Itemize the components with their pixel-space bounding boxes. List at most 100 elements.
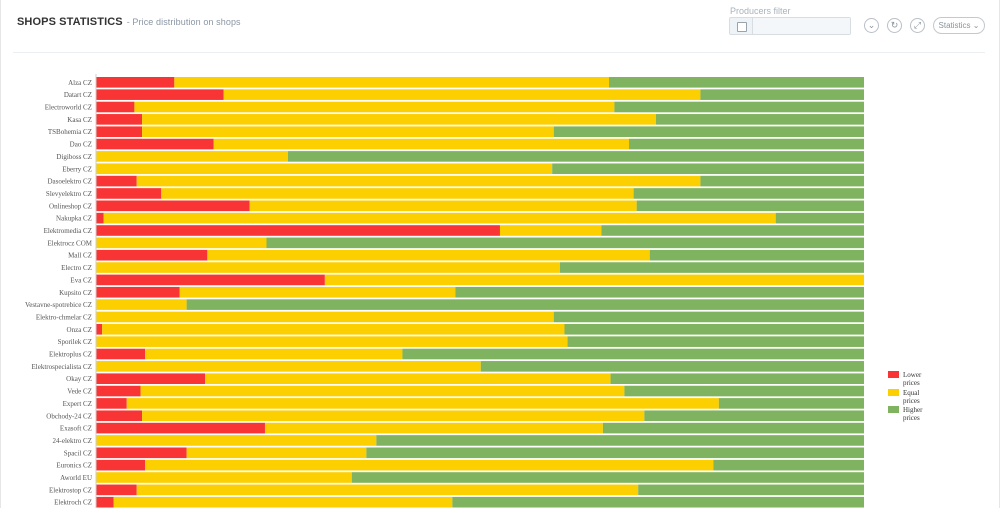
bar-segment-higher[interactable] xyxy=(718,398,864,409)
bar-segment-lower[interactable] xyxy=(96,274,325,286)
bar-segment-equal[interactable] xyxy=(96,311,554,323)
bar-segment-higher[interactable] xyxy=(351,472,864,483)
bar-segment-equal[interactable] xyxy=(499,225,602,236)
bar-segment-higher[interactable] xyxy=(567,336,864,347)
bar-segment-equal[interactable] xyxy=(142,126,554,137)
bar-segment-higher[interactable] xyxy=(700,175,864,187)
bar-segment-higher[interactable] xyxy=(601,225,864,236)
bar-segment-equal[interactable] xyxy=(103,212,776,224)
bar-segment-equal[interactable] xyxy=(324,274,864,286)
bar-segment-equal[interactable] xyxy=(145,348,403,360)
bar-segment-lower[interactable] xyxy=(96,422,265,434)
bar-segment-higher[interactable] xyxy=(624,385,864,397)
bar-segment-equal[interactable] xyxy=(142,114,656,125)
bar-segment-equal[interactable] xyxy=(134,101,615,113)
bar-segment-higher[interactable] xyxy=(266,237,865,249)
bar-segment-higher[interactable] xyxy=(553,311,864,323)
bar-segment-higher[interactable] xyxy=(602,422,864,434)
bar-segment-higher[interactable] xyxy=(480,361,864,372)
bar-segment-lower[interactable] xyxy=(96,484,137,496)
bar-segment-lower[interactable] xyxy=(96,175,137,187)
bar-segment-higher[interactable] xyxy=(628,138,864,150)
expand-button[interactable]: ⤢ xyxy=(910,18,925,33)
bar-segment-equal[interactable] xyxy=(96,472,352,483)
bar-segment-higher[interactable] xyxy=(636,200,864,212)
bar-segment-higher[interactable] xyxy=(559,262,864,273)
bar-segment-equal[interactable] xyxy=(96,435,377,446)
bar-segment-equal[interactable] xyxy=(96,361,481,372)
bar-segment-lower[interactable] xyxy=(96,249,208,261)
bar-segment-higher[interactable] xyxy=(376,435,864,446)
bar-segment-higher[interactable] xyxy=(452,496,864,508)
bar-segment-higher[interactable] xyxy=(186,299,864,310)
bar-segment-equal[interactable] xyxy=(102,324,565,335)
bar-segment-equal[interactable] xyxy=(205,373,611,384)
bar-segment-higher[interactable] xyxy=(614,101,864,113)
bar-segment-lower[interactable] xyxy=(96,324,103,335)
bar-segment-lower[interactable] xyxy=(96,101,135,113)
collapse-button[interactable]: ⌄ xyxy=(864,18,879,33)
bar-segment-lower[interactable] xyxy=(96,410,143,422)
bar-segment-equal[interactable] xyxy=(223,89,701,100)
bar-segment-equal[interactable] xyxy=(126,398,719,409)
bar-segment-equal[interactable] xyxy=(161,188,634,199)
bar-segment-lower[interactable] xyxy=(96,126,143,137)
bar-segment-higher[interactable] xyxy=(713,459,864,471)
bar-segment-equal[interactable] xyxy=(96,299,187,310)
bar-segment-lower[interactable] xyxy=(96,114,143,125)
bar-segment-equal[interactable] xyxy=(96,262,560,273)
bar-segment-equal[interactable] xyxy=(136,175,701,187)
bar-segment-higher[interactable] xyxy=(649,249,864,261)
bar-segment-equal[interactable] xyxy=(140,385,625,397)
bar-segment-equal[interactable] xyxy=(136,484,639,496)
bar-segment-lower[interactable] xyxy=(96,385,141,397)
bar-segment-lower[interactable] xyxy=(96,77,175,88)
bar-segment-equal[interactable] xyxy=(174,77,610,88)
bar-segment-equal[interactable] xyxy=(179,286,456,298)
bar-segment-higher[interactable] xyxy=(610,373,864,384)
bar-segment-lower[interactable] xyxy=(96,447,187,459)
bar-segment-higher[interactable] xyxy=(288,151,864,162)
bar-segment-equal[interactable] xyxy=(249,200,637,212)
bar-segment-higher[interactable] xyxy=(609,77,864,88)
bar-segment-equal[interactable] xyxy=(96,336,568,347)
bar-segment-equal[interactable] xyxy=(142,410,645,422)
bar-segment-lower[interactable] xyxy=(96,212,104,224)
bar-segment-lower[interactable] xyxy=(96,373,206,384)
bar-segment-higher[interactable] xyxy=(775,212,864,224)
bar-segment-higher[interactable] xyxy=(402,348,864,360)
bar-segment-lower[interactable] xyxy=(96,188,162,199)
bar-segment-lower[interactable] xyxy=(96,89,224,100)
bar-segment-higher[interactable] xyxy=(553,126,864,137)
bar-segment-higher[interactable] xyxy=(644,410,864,422)
bar-segment-equal[interactable] xyxy=(96,163,553,175)
bar-segment-higher[interactable] xyxy=(564,324,864,335)
statistics-dropdown[interactable]: Statistics ⌄ xyxy=(933,17,985,34)
bar-segment-higher[interactable] xyxy=(366,447,864,459)
bar-segment-equal[interactable] xyxy=(186,447,367,459)
bar-segment-lower[interactable] xyxy=(96,200,250,212)
bar-segment-lower[interactable] xyxy=(96,398,127,409)
bar-segment-lower[interactable] xyxy=(96,286,180,298)
bar-segment-lower[interactable] xyxy=(96,138,214,150)
refresh-button[interactable]: ↻ xyxy=(887,18,902,33)
bar-segment-lower[interactable] xyxy=(96,225,500,236)
bar-segment-lower[interactable] xyxy=(96,496,114,508)
bar-segment-equal[interactable] xyxy=(207,249,650,261)
bar-segment-higher[interactable] xyxy=(633,188,864,199)
bar-segment-lower[interactable] xyxy=(96,459,146,471)
bar-segment-equal[interactable] xyxy=(145,459,714,471)
bar-segment-equal[interactable] xyxy=(96,237,267,249)
bar-segment-higher[interactable] xyxy=(655,114,864,125)
bar-segment-equal[interactable] xyxy=(213,138,629,150)
producers-filter-input[interactable] xyxy=(753,18,850,34)
bar-segment-equal[interactable] xyxy=(113,496,453,508)
producers-filter-checkbox[interactable] xyxy=(737,22,747,32)
bar-segment-higher[interactable] xyxy=(638,484,864,496)
bar-segment-equal[interactable] xyxy=(96,151,288,162)
bar-segment-higher[interactable] xyxy=(552,163,864,175)
bar-segment-higher[interactable] xyxy=(455,286,864,298)
bar-segment-higher[interactable] xyxy=(700,89,864,100)
bar-segment-lower[interactable] xyxy=(96,348,146,360)
bar-segment-equal[interactable] xyxy=(264,422,603,434)
